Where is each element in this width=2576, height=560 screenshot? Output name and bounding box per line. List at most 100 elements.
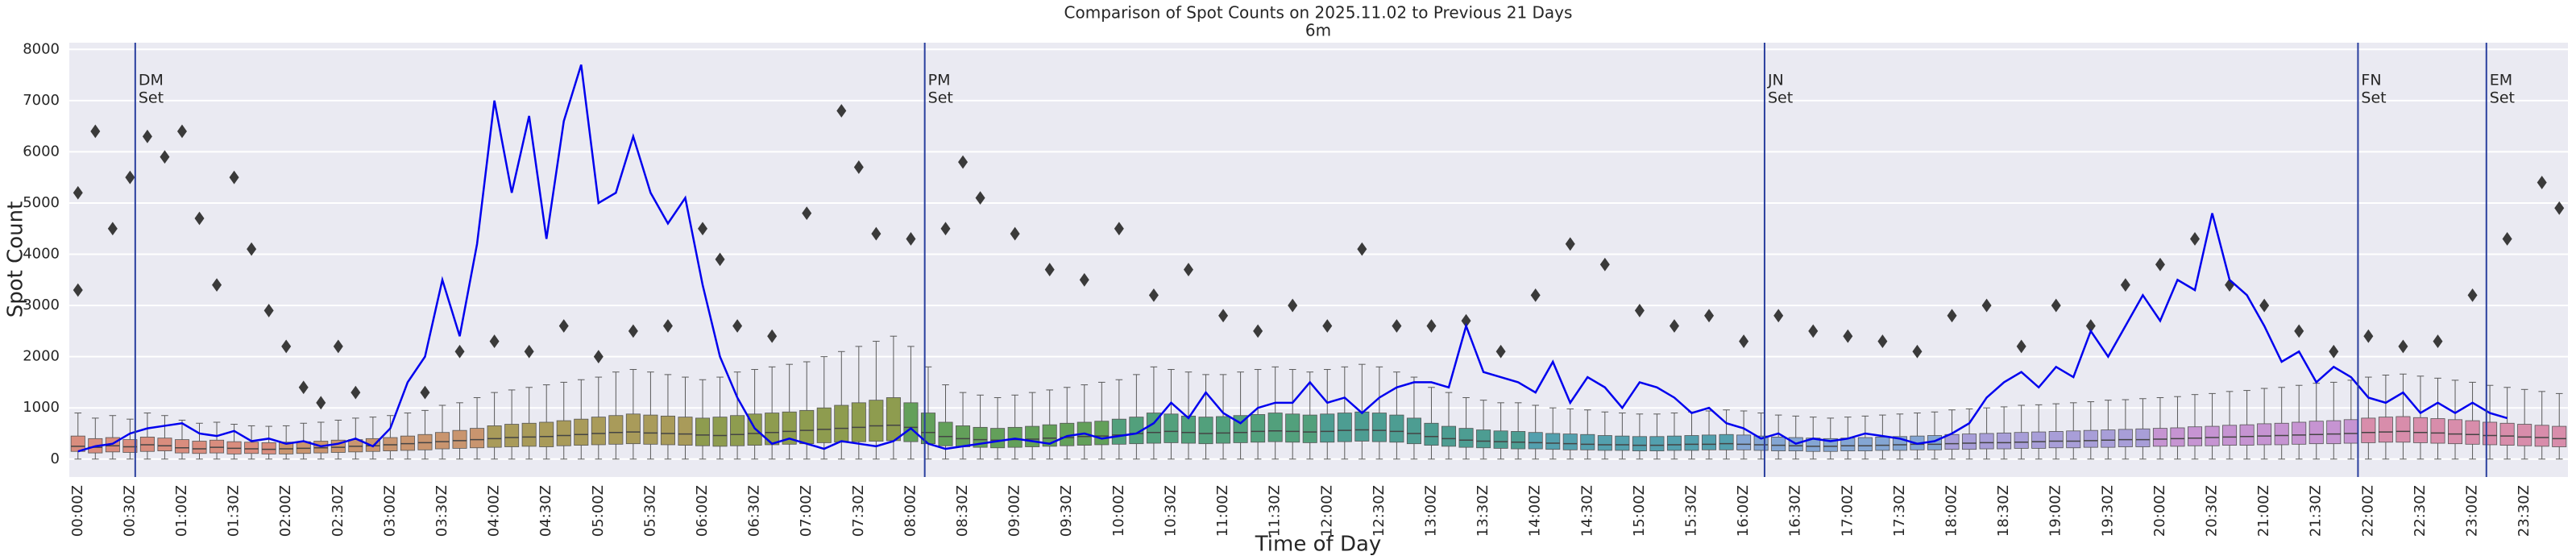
x-tick-label: 23:00Z [2464,485,2481,537]
outlier [1981,298,1992,313]
outlier [958,155,969,169]
box [1476,429,1491,449]
x-tick-label: 16:00Z [1735,485,1752,537]
outlier [1599,257,1610,272]
outlier [906,232,916,246]
x-tick-label: 08:30Z [954,485,971,537]
x-tick-label: 17:00Z [1839,485,1856,537]
box [2343,419,2358,444]
box [504,424,520,447]
box [816,407,832,443]
outlier [125,170,135,185]
box [2378,417,2393,443]
outlier [1079,272,1089,287]
outlier [1808,324,1819,338]
outlier [1530,288,1541,302]
box [1684,435,1699,451]
plot-background [69,43,2568,477]
x-tick-label: 16:30Z [1787,485,1804,537]
outlier [2155,257,2165,272]
box [608,415,624,445]
outlier [940,222,951,236]
box [1251,414,1266,443]
box [712,417,728,447]
x-tick-label: 02:00Z [277,485,294,537]
outlier [194,211,205,226]
x-tick-label: 19:30Z [2099,485,2116,537]
outlier [90,124,101,139]
x-tick-label: 22:30Z [2412,485,2429,537]
box [2222,425,2238,446]
box [695,417,711,446]
box [1962,433,1977,450]
outlier [1357,242,1367,256]
outlier [2433,334,2443,348]
x-tick-label: 12:00Z [1318,485,1335,537]
x-tick-label: 10:00Z [1110,485,1127,537]
box [1320,413,1335,443]
box [1302,414,1317,443]
outlier [333,339,343,354]
x-tick-label: 19:00Z [2047,485,2064,537]
x-tick-label: 15:30Z [1682,485,1699,537]
x-tick-label: 09:00Z [1006,485,1023,537]
outlier [1322,319,1333,333]
box [851,402,866,442]
box [574,418,589,446]
outlier [802,206,812,221]
outlier [524,344,534,359]
chart-subtitle: 6m [1305,21,1331,40]
box [1180,415,1197,444]
x-tick-label: 13:00Z [1422,485,1439,537]
box [1597,435,1612,451]
event-label: Set [139,89,164,107]
x-tick-label: 03:30Z [433,485,450,537]
outlier [1426,319,1437,333]
x-tick-label: 18:30Z [1995,485,2012,537]
box [2326,420,2342,445]
outlier [2085,319,2096,333]
box [2483,421,2498,446]
box [2014,432,2029,449]
y-tick-label: 7000 [23,92,60,109]
box [279,442,294,454]
box [2448,419,2463,445]
outlier [975,191,985,205]
box [1354,411,1370,442]
outlier [73,185,83,200]
event-label: Set [928,89,953,107]
box [1025,425,1040,447]
y-tick-label: 6000 [23,143,60,160]
box [625,413,641,445]
box [157,438,172,451]
x-tick-label: 20:30Z [2204,485,2221,537]
outlier [2537,176,2547,189]
box [2135,428,2151,447]
outlier [351,385,361,400]
outlier [1877,334,1888,348]
x-tick-label: 01:30Z [226,485,243,537]
x-tick-label: 00:30Z [121,485,138,537]
outlier [1183,263,1193,276]
y-tick-label: 8000 [23,40,60,57]
outlier [73,283,83,297]
outlier [160,150,170,164]
box [1337,413,1352,442]
outlier [767,329,778,343]
outlier [142,129,152,143]
box [1771,437,1786,451]
y-tick-label: 2000 [23,348,60,365]
outlier [2190,232,2201,246]
event-label: JN [1767,72,1784,89]
box [1267,413,1283,442]
outlier [662,319,673,333]
box [434,432,450,450]
outlier [1773,309,1784,323]
x-tick-label: 02:30Z [330,485,346,537]
box [2292,421,2307,445]
y-axis-label: Spot Count [4,201,28,318]
box [2083,429,2098,448]
x-tick-label: 09:30Z [1058,485,1075,537]
box [1632,436,1647,451]
event-label: FN [2361,72,2381,89]
